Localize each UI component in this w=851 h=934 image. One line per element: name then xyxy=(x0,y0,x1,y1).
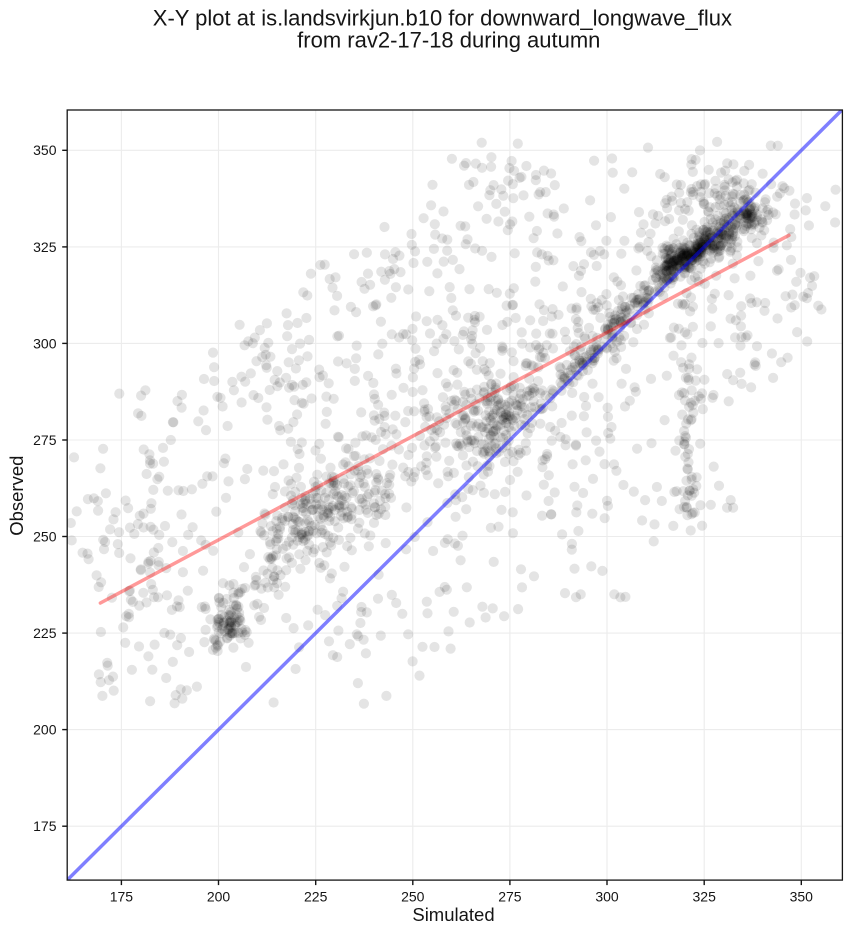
svg-text:Simulated: Simulated xyxy=(412,904,494,925)
svg-text:225: 225 xyxy=(304,889,328,905)
svg-text:275: 275 xyxy=(498,889,522,905)
svg-text:250: 250 xyxy=(401,889,425,905)
svg-text:300: 300 xyxy=(595,889,619,905)
svg-text:250: 250 xyxy=(33,528,57,544)
svg-text:325: 325 xyxy=(693,889,717,905)
svg-text:200: 200 xyxy=(33,722,57,738)
svg-text:X-Y plot at is.landsvirkjun.b1: X-Y plot at is.landsvirkjun.b10 for down… xyxy=(153,6,732,31)
svg-text:225: 225 xyxy=(33,625,57,641)
svg-text:275: 275 xyxy=(33,432,57,448)
svg-text:175: 175 xyxy=(110,889,134,905)
svg-text:350: 350 xyxy=(790,889,814,905)
svg-text:from rav2-17-18 during autumn: from rav2-17-18 during autumn xyxy=(297,28,600,53)
svg-text:300: 300 xyxy=(33,335,57,351)
svg-text:Observed: Observed xyxy=(6,456,27,536)
svg-text:175: 175 xyxy=(33,818,57,834)
svg-text:200: 200 xyxy=(207,889,231,905)
svg-text:325: 325 xyxy=(33,239,57,255)
svg-text:350: 350 xyxy=(33,142,57,158)
